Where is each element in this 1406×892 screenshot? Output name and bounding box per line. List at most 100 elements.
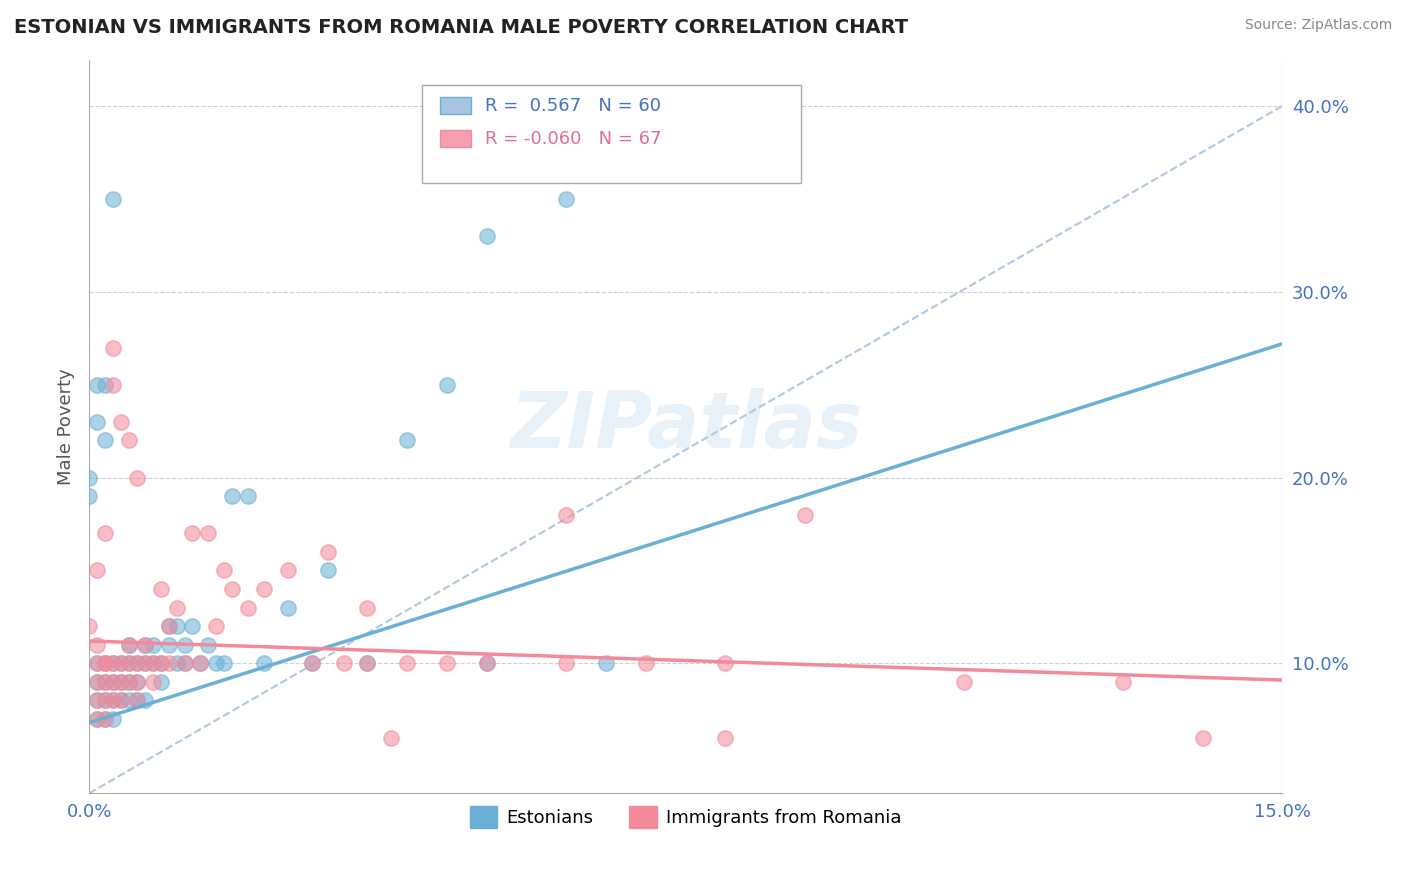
Point bbox=[86, 564, 108, 578]
Point bbox=[953, 674, 976, 689]
Point bbox=[125, 693, 148, 707]
Point bbox=[555, 192, 578, 206]
Point bbox=[110, 674, 132, 689]
Point bbox=[118, 638, 141, 652]
Point bbox=[86, 712, 108, 726]
Point bbox=[94, 693, 117, 707]
Point bbox=[356, 657, 378, 671]
Point bbox=[94, 657, 117, 671]
Point bbox=[149, 657, 172, 671]
Point bbox=[332, 657, 354, 671]
Point bbox=[86, 377, 108, 392]
Point bbox=[436, 377, 458, 392]
Point bbox=[101, 693, 124, 707]
Point bbox=[118, 657, 141, 671]
Point bbox=[190, 657, 212, 671]
Point bbox=[301, 657, 323, 671]
Point bbox=[214, 564, 236, 578]
Point bbox=[77, 470, 100, 484]
Point bbox=[356, 600, 378, 615]
Point bbox=[101, 341, 124, 355]
Point bbox=[149, 657, 172, 671]
Point bbox=[94, 377, 117, 392]
Point bbox=[118, 434, 141, 448]
Point bbox=[197, 526, 219, 541]
Point bbox=[94, 657, 117, 671]
Point bbox=[316, 545, 339, 559]
Point bbox=[101, 657, 124, 671]
Point bbox=[142, 657, 165, 671]
Point bbox=[197, 638, 219, 652]
Point bbox=[94, 712, 117, 726]
Point bbox=[316, 564, 339, 578]
Point bbox=[125, 657, 148, 671]
Point bbox=[396, 657, 419, 671]
Point bbox=[118, 693, 141, 707]
Point bbox=[181, 619, 204, 633]
Point bbox=[173, 657, 195, 671]
Point bbox=[118, 674, 141, 689]
Point bbox=[101, 657, 124, 671]
Text: R = -0.060   N = 67: R = -0.060 N = 67 bbox=[485, 130, 662, 148]
Point bbox=[166, 600, 188, 615]
Point bbox=[125, 674, 148, 689]
Text: Source: ZipAtlas.com: Source: ZipAtlas.com bbox=[1244, 18, 1392, 32]
Point bbox=[110, 415, 132, 429]
Point bbox=[86, 415, 108, 429]
Point bbox=[86, 693, 108, 707]
Point bbox=[181, 526, 204, 541]
Point bbox=[118, 657, 141, 671]
Point bbox=[110, 657, 132, 671]
Point bbox=[157, 657, 180, 671]
Point bbox=[77, 489, 100, 503]
Point bbox=[157, 619, 180, 633]
Point bbox=[475, 657, 498, 671]
Point bbox=[125, 693, 148, 707]
Point bbox=[436, 657, 458, 671]
Point bbox=[190, 657, 212, 671]
Point bbox=[157, 638, 180, 652]
Point bbox=[277, 564, 299, 578]
Point bbox=[86, 657, 108, 671]
Point bbox=[356, 657, 378, 671]
Point bbox=[94, 526, 117, 541]
Point bbox=[173, 638, 195, 652]
Point bbox=[396, 434, 419, 448]
Point bbox=[94, 434, 117, 448]
Point bbox=[134, 693, 156, 707]
Point bbox=[134, 657, 156, 671]
Point bbox=[253, 657, 276, 671]
Point bbox=[77, 619, 100, 633]
Point bbox=[555, 508, 578, 522]
Point bbox=[634, 657, 657, 671]
Point bbox=[173, 657, 195, 671]
Point bbox=[94, 693, 117, 707]
Point bbox=[86, 638, 108, 652]
Point bbox=[714, 731, 737, 745]
Point bbox=[149, 674, 172, 689]
Point bbox=[86, 712, 108, 726]
Point bbox=[380, 731, 402, 745]
Point bbox=[714, 657, 737, 671]
Point bbox=[166, 657, 188, 671]
Point bbox=[134, 638, 156, 652]
Point bbox=[110, 693, 132, 707]
Point bbox=[595, 657, 617, 671]
Text: ZIPatlas: ZIPatlas bbox=[509, 389, 862, 465]
Legend: Estonians, Immigrants from Romania: Estonians, Immigrants from Romania bbox=[463, 799, 908, 836]
Point bbox=[205, 657, 228, 671]
Point bbox=[101, 712, 124, 726]
Point bbox=[94, 712, 117, 726]
Point bbox=[86, 674, 108, 689]
Point bbox=[101, 377, 124, 392]
Point bbox=[157, 619, 180, 633]
Point bbox=[214, 657, 236, 671]
Point bbox=[253, 582, 276, 596]
Point bbox=[94, 674, 117, 689]
Point bbox=[118, 638, 141, 652]
Point bbox=[475, 229, 498, 244]
Point bbox=[110, 657, 132, 671]
Point bbox=[1191, 731, 1213, 745]
Point bbox=[125, 657, 148, 671]
Point bbox=[794, 508, 817, 522]
